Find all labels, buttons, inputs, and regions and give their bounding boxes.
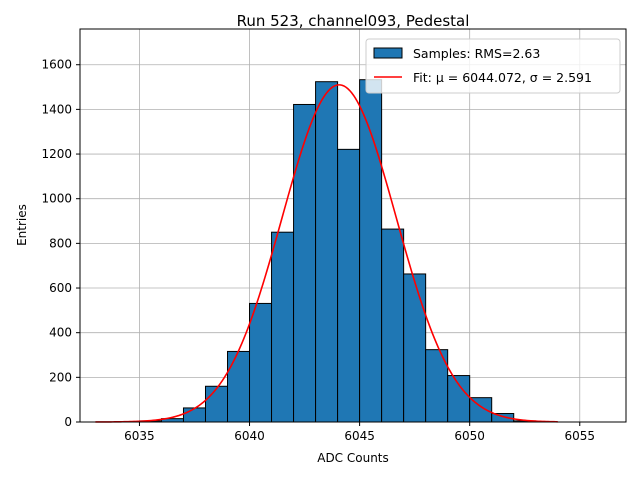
y-tick-label: 1600: [41, 58, 72, 72]
y-tick-label: 400: [49, 326, 72, 340]
y-tick-label: 200: [49, 370, 72, 384]
y-axis-label: Entries: [15, 204, 29, 246]
legend: Samples: RMS=2.63 Fit: μ = 6044.072, σ =…: [365, 38, 621, 94]
histogram-bar: [315, 81, 339, 423]
histogram-bar: [182, 407, 206, 423]
gaussian-fit-curve: [95, 84, 558, 423]
y-tick-label: 0: [64, 415, 72, 429]
histogram-bars: [116, 79, 537, 423]
x-tick-label: 6055: [564, 429, 595, 443]
histogram-bar: [204, 385, 229, 423]
plot-frame: [79, 28, 627, 423]
histogram-bar: [249, 302, 273, 423]
histogram-bar: [447, 375, 471, 423]
y-tick-label: 800: [49, 236, 72, 250]
x-tick-label: 6050: [454, 429, 485, 443]
x-tick-label: 6035: [124, 429, 155, 443]
histogram-bar: [403, 273, 427, 423]
histogram-bar: [337, 148, 361, 423]
y-tick-label: 1200: [41, 147, 72, 161]
y-tick-label: 1000: [41, 192, 72, 206]
chart-title: Run 523, channel093, Pedestal: [237, 12, 470, 30]
legend-fit-label: Fit: μ = 6044.072, σ = 2.591: [413, 70, 592, 85]
x-axis-ticks: 6035 6040 6045 6050 6055: [124, 422, 595, 443]
histogram-bar: [293, 103, 317, 423]
histogram-bar: [381, 228, 405, 423]
histogram-bar: [227, 350, 251, 423]
legend-histogram-label: Samples: RMS=2.63: [413, 46, 540, 61]
y-axis-ticks: 0 200 400 600 800 1000 1200 1400 1600: [41, 58, 80, 429]
x-tick-label: 6045: [344, 429, 375, 443]
histogram-bar: [271, 231, 295, 423]
legend-frame: [365, 38, 621, 94]
y-tick-label: 1400: [41, 102, 72, 116]
y-tick-label: 600: [49, 281, 72, 295]
x-axis-label: ADC Counts: [317, 451, 389, 465]
x-tick-label: 6040: [234, 429, 265, 443]
legend-histogram-swatch: [373, 47, 403, 59]
